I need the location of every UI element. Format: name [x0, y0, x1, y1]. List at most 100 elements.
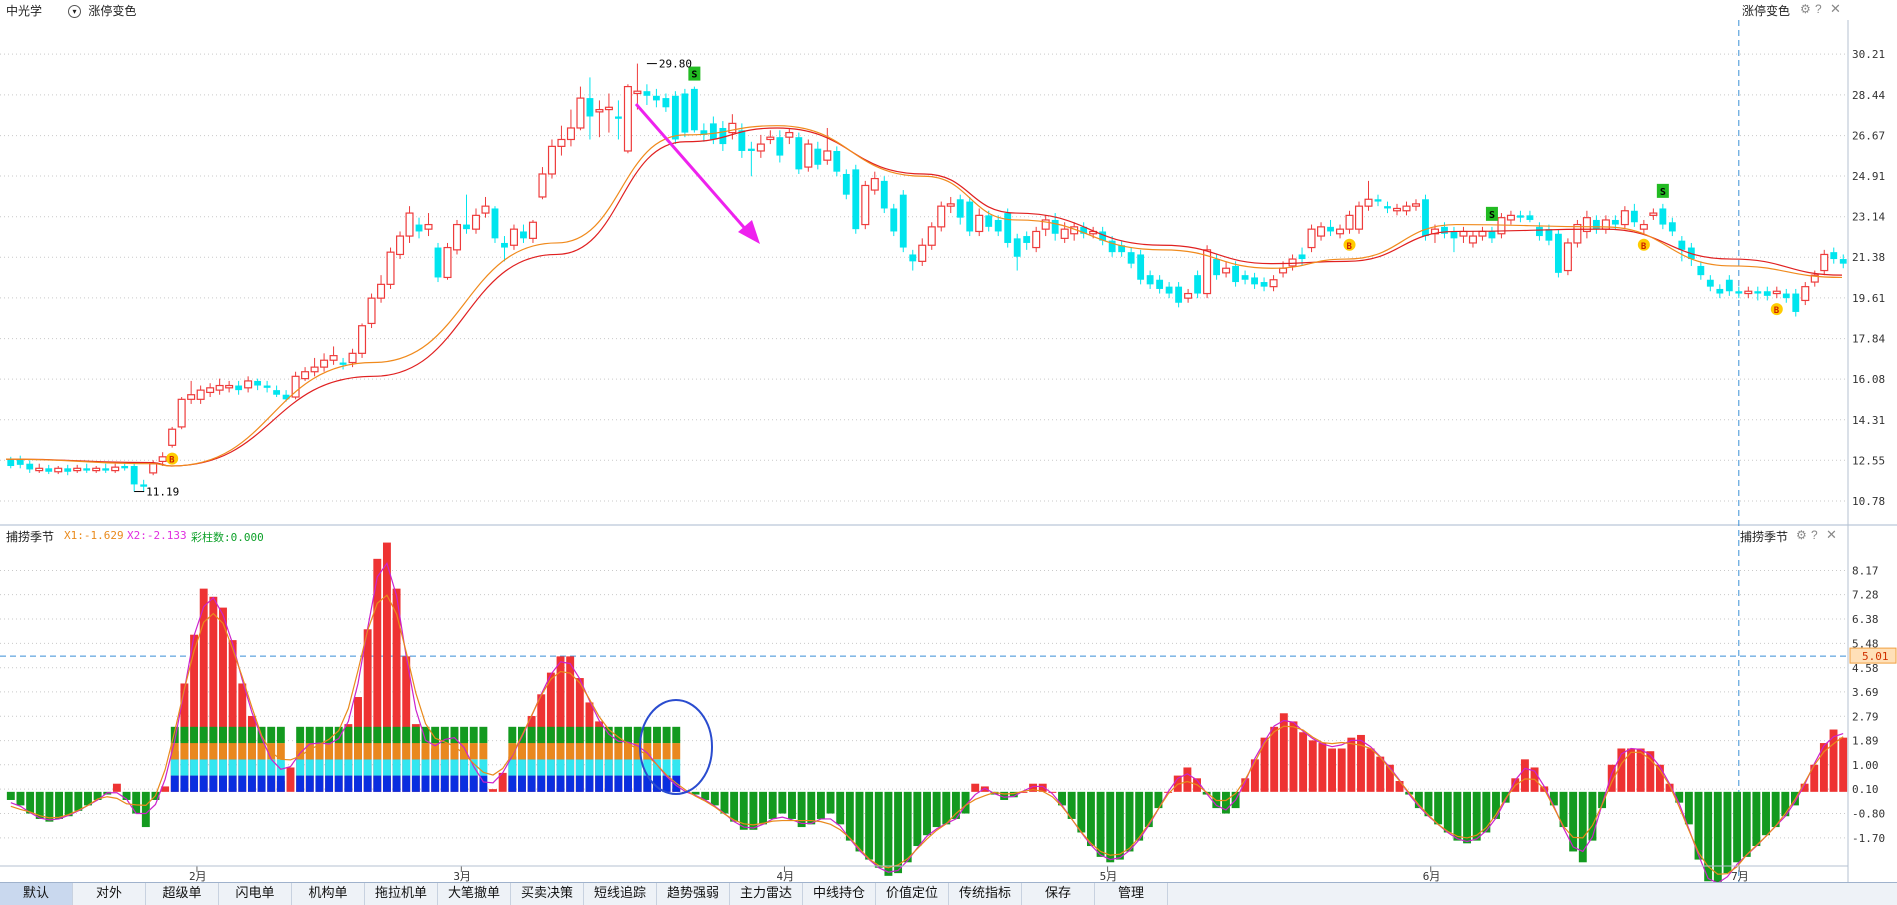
- candle-body: [528, 221, 537, 239]
- tab-2[interactable]: 对外: [73, 883, 146, 905]
- histogram-bar: [247, 715, 256, 792]
- histogram-bar-negative: [1106, 791, 1115, 863]
- candle-body: [1222, 267, 1231, 274]
- tab-13[interactable]: 价值定位: [876, 883, 949, 905]
- ma-red-line: [5, 127, 1843, 467]
- dropdown-circle-icon[interactable]: ▾: [68, 5, 81, 18]
- candle: [215, 378, 224, 395]
- histogram-stack-band: [190, 726, 199, 744]
- histogram-bar-positive: [489, 789, 497, 792]
- histogram-bar-negative: [1472, 791, 1481, 841]
- indicator-gear-icon[interactable]: ⚙: [1796, 528, 1807, 542]
- price-tick-label: 30.21: [1852, 48, 1885, 61]
- histogram-stack-band: [363, 759, 372, 776]
- histogram-bar: [354, 697, 362, 792]
- candle: [443, 242, 452, 280]
- indicator-switch[interactable]: ▾ 涨停变色: [68, 2, 136, 19]
- tab-10[interactable]: 趋势强弱: [657, 883, 730, 905]
- tab-8[interactable]: 买卖决策: [511, 883, 584, 905]
- histogram-stack-band: [643, 759, 652, 776]
- histogram-stack-band: [460, 726, 469, 744]
- histogram-bar-negative: [16, 791, 25, 806]
- tab-1[interactable]: 默认: [0, 883, 73, 905]
- candle-body: [463, 224, 470, 230]
- candle: [652, 88, 660, 108]
- tab-7[interactable]: 大笔撤单: [438, 883, 511, 905]
- tab-4[interactable]: 闪电单: [219, 883, 292, 905]
- histogram-stack-band: [546, 743, 555, 760]
- close-icon[interactable]: ✕: [1830, 1, 1841, 16]
- candle: [1563, 238, 1572, 276]
- histogram-bar-negative: [797, 791, 806, 828]
- histogram-bar-negative: [826, 791, 835, 814]
- tab-14[interactable]: 传统指标: [949, 883, 1022, 905]
- histogram-stack-band: [421, 759, 430, 776]
- indicator-close-icon[interactable]: ✕: [1826, 527, 1837, 542]
- candle-body: [35, 467, 44, 472]
- histogram-bar: [1414, 791, 1423, 809]
- candle-body: [1820, 253, 1829, 272]
- candle-body: [966, 201, 974, 232]
- candle-body: [1517, 215, 1524, 218]
- histogram-bar: [373, 558, 382, 792]
- price-tick-label: 23.14: [1852, 211, 1885, 224]
- histogram-bar: [74, 791, 83, 811]
- candle-body: [643, 91, 651, 96]
- histogram-bar-negative: [1096, 791, 1105, 857]
- histogram-bar-positive: [566, 656, 575, 792]
- histogram-stack-band: [296, 726, 305, 744]
- histogram-bar-positive: [1337, 748, 1346, 792]
- histogram-bar: [334, 726, 343, 792]
- histogram-bar-positive: [1241, 778, 1250, 792]
- histogram-stack-band: [450, 759, 459, 776]
- tab-11[interactable]: 主力雷达: [730, 883, 803, 905]
- candle-body: [671, 95, 679, 140]
- histogram-stack-band: [672, 726, 681, 744]
- histogram-stack-band: [575, 775, 584, 792]
- histogram-bar: [325, 726, 334, 792]
- histogram-bar-negative: [1144, 791, 1153, 828]
- tab-5[interactable]: 机构单: [292, 883, 365, 905]
- histogram-bar: [93, 791, 102, 800]
- histogram-bar-negative: [720, 791, 729, 814]
- candle-body: [1772, 290, 1781, 295]
- tab-12[interactable]: 中线持仓: [803, 883, 876, 905]
- candle: [1099, 226, 1107, 246]
- histogram-stack-band: [450, 726, 459, 744]
- histogram-bar: [26, 791, 35, 814]
- stock-name: 中光学: [6, 4, 43, 18]
- indicator-help-icon[interactable]: ?: [1811, 528, 1818, 542]
- histogram-bar: [1723, 791, 1732, 874]
- histogram-stack-band: [219, 743, 227, 760]
- candle-body: [443, 246, 452, 279]
- candle-body: [130, 466, 138, 485]
- tab-9[interactable]: 短线追踪: [584, 883, 657, 905]
- candle: [1716, 284, 1724, 299]
- histogram-bar: [450, 726, 459, 792]
- candle: [1763, 286, 1771, 301]
- histogram-stack-band: [334, 726, 343, 744]
- histogram-bar: [1154, 791, 1163, 809]
- histogram-bar: [1029, 783, 1038, 792]
- candle: [956, 194, 964, 225]
- histogram-bar: [1549, 791, 1558, 806]
- histogram-bar: [691, 791, 700, 795]
- candle: [719, 121, 727, 151]
- gear-icon[interactable]: ⚙: [1800, 2, 1811, 16]
- chart-canvas[interactable]: 30.21 28.44 26.67 24.91 23.14 21.38 19.61 17.84…: [0, 0, 1897, 882]
- histogram-bar-negative: [1713, 791, 1722, 882]
- histogram-stack-band: [575, 743, 584, 760]
- histogram-bar: [1520, 759, 1529, 792]
- tab-16[interactable]: 管理: [1095, 883, 1168, 905]
- candle-body: [604, 106, 613, 111]
- tab-6[interactable]: 拖拉机单: [365, 883, 438, 905]
- candle: [1070, 222, 1079, 241]
- tab-3[interactable]: 超级单: [146, 883, 219, 905]
- candle: [415, 217, 423, 239]
- tab-15[interactable]: 保存: [1022, 883, 1095, 905]
- histogram-stack-band: [402, 743, 411, 760]
- candle: [310, 357, 319, 377]
- histogram-bar-positive: [1038, 783, 1047, 792]
- help-icon[interactable]: ?: [1815, 2, 1822, 16]
- histogram-bar: [807, 791, 816, 825]
